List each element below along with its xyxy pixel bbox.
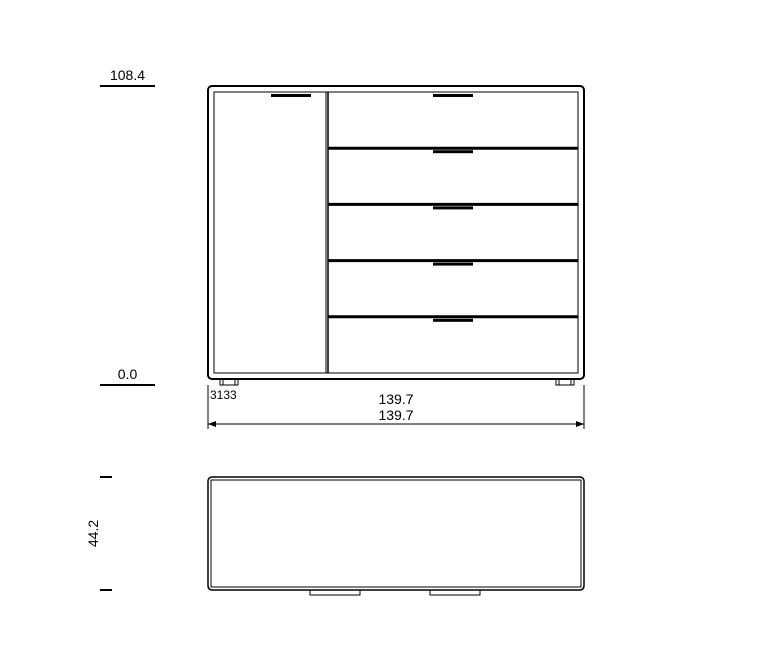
svg-text:3133: 3133	[210, 388, 237, 402]
svg-text:44.2: 44.2	[85, 520, 101, 547]
svg-text:0.0: 0.0	[118, 366, 138, 382]
svg-text:139.7: 139.7	[378, 391, 413, 407]
svg-text:139.7: 139.7	[378, 407, 413, 423]
svg-text:108.4: 108.4	[110, 67, 145, 83]
drawing-canvas: 108.4 0.0 3133 139.7139.7 44.2	[0, 0, 760, 667]
